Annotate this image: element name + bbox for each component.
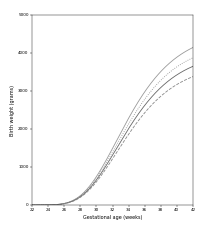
X-axis label: Gestational age (weeks): Gestational age (weeks) — [82, 215, 142, 220]
Y-axis label: Birth weight (grams): Birth weight (grams) — [10, 84, 15, 136]
Legend: First birth, Second birth, Third birth, Fourth birth or later: First birth, Second birth, Third birth, … — [68, 249, 156, 250]
